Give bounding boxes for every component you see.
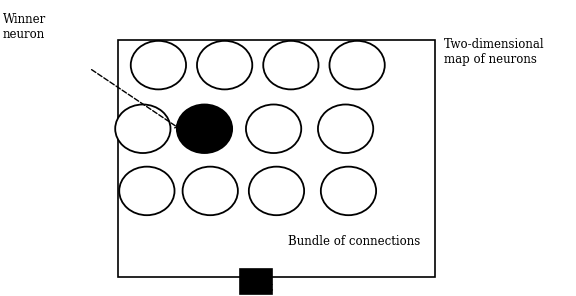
Ellipse shape <box>131 41 186 89</box>
Ellipse shape <box>177 104 232 153</box>
Ellipse shape <box>318 104 373 153</box>
Text: Bundle of connections: Bundle of connections <box>288 235 420 248</box>
Ellipse shape <box>246 104 301 153</box>
Ellipse shape <box>183 167 238 215</box>
Bar <box>118 40 435 277</box>
Ellipse shape <box>329 41 385 89</box>
Bar <box>240 269 272 294</box>
Text: Winner
neuron: Winner neuron <box>3 13 46 41</box>
Ellipse shape <box>115 104 170 153</box>
Ellipse shape <box>263 41 319 89</box>
Text: Input: Input <box>239 281 274 294</box>
Ellipse shape <box>197 41 252 89</box>
Ellipse shape <box>119 167 175 215</box>
Text: Two-dimensional
map of neurons: Two-dimensional map of neurons <box>444 38 544 67</box>
Ellipse shape <box>321 167 376 215</box>
Ellipse shape <box>249 167 304 215</box>
